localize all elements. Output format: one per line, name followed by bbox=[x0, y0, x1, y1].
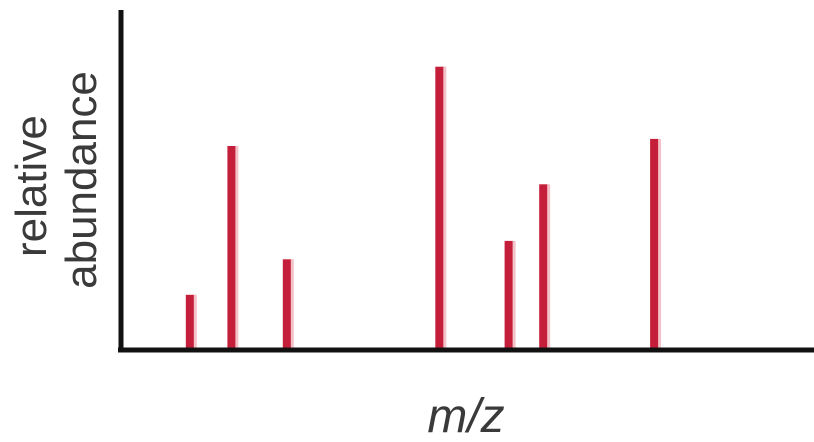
spectrum-peak-highlight bbox=[443, 66, 447, 350]
spectrum-peak bbox=[435, 66, 445, 350]
spectrum-peak bbox=[650, 138, 660, 350]
spectrum-peak bbox=[504, 240, 514, 350]
y-axis-label-line-1: relative bbox=[7, 115, 56, 257]
spectrum-peak-highlight bbox=[235, 146, 239, 350]
spectrum-peak-highlight bbox=[290, 259, 294, 350]
x-axis-label: m/z bbox=[427, 390, 504, 442]
spectrum-peak bbox=[282, 259, 292, 350]
y-axis-label-line-2: abundance bbox=[57, 71, 106, 289]
spectrum-peak bbox=[185, 294, 195, 351]
spectrum-peak bbox=[539, 184, 549, 351]
spectrum-peaks bbox=[185, 66, 662, 351]
y-axis-label: relative abundance bbox=[7, 71, 106, 289]
spectrum-peak-highlight bbox=[193, 294, 197, 351]
spectrum-peak bbox=[227, 146, 237, 350]
spectrum-peak-highlight bbox=[547, 184, 551, 351]
spectrum-peak-highlight bbox=[512, 240, 516, 350]
spectrum-peak-highlight bbox=[658, 138, 662, 350]
